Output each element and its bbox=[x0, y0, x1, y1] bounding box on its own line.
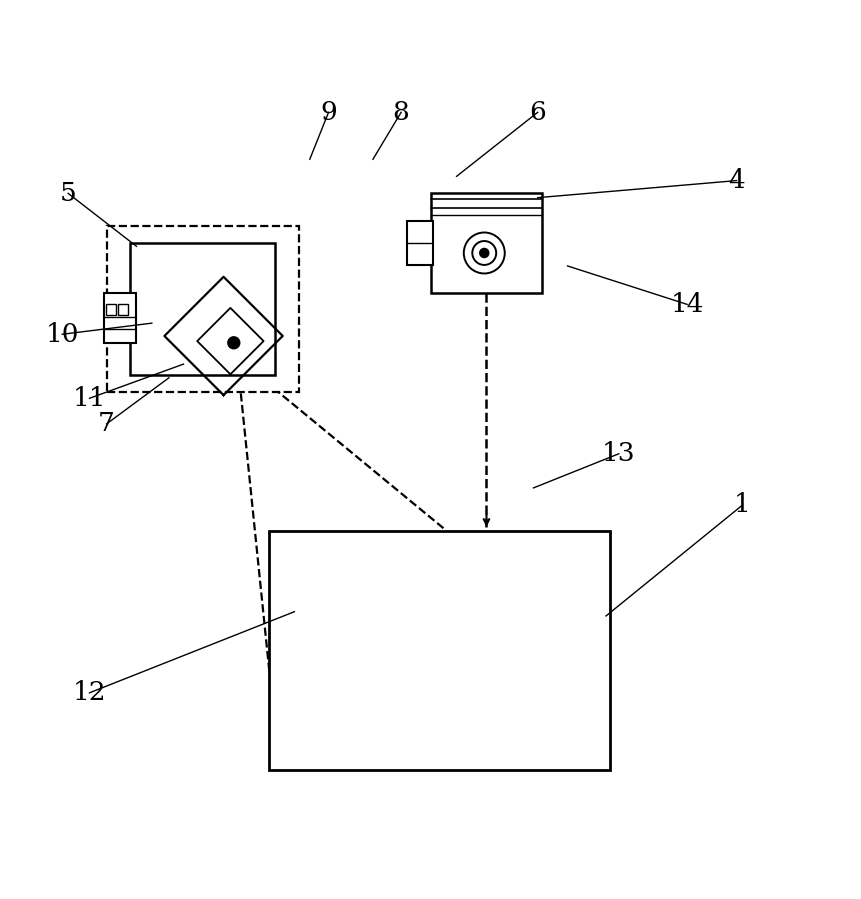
Bar bbox=[106, 305, 116, 315]
Text: 7: 7 bbox=[98, 412, 115, 436]
Bar bbox=[104, 293, 136, 343]
Text: 12: 12 bbox=[72, 681, 106, 706]
Text: 5: 5 bbox=[59, 181, 77, 206]
Text: 14: 14 bbox=[670, 292, 703, 316]
Bar bbox=[118, 305, 127, 315]
Bar bbox=[107, 226, 298, 392]
Text: 10: 10 bbox=[46, 322, 79, 347]
Text: 1: 1 bbox=[734, 493, 750, 518]
Text: 4: 4 bbox=[728, 168, 744, 193]
Bar bbox=[129, 243, 275, 375]
Text: 9: 9 bbox=[319, 100, 337, 125]
Text: 6: 6 bbox=[529, 100, 546, 125]
Bar bbox=[430, 192, 542, 293]
Bar bbox=[406, 221, 432, 265]
Text: 8: 8 bbox=[393, 100, 409, 125]
Text: 13: 13 bbox=[601, 441, 635, 467]
Text: 11: 11 bbox=[72, 386, 106, 411]
Circle shape bbox=[480, 249, 488, 257]
Circle shape bbox=[227, 337, 239, 349]
Bar bbox=[269, 530, 610, 770]
